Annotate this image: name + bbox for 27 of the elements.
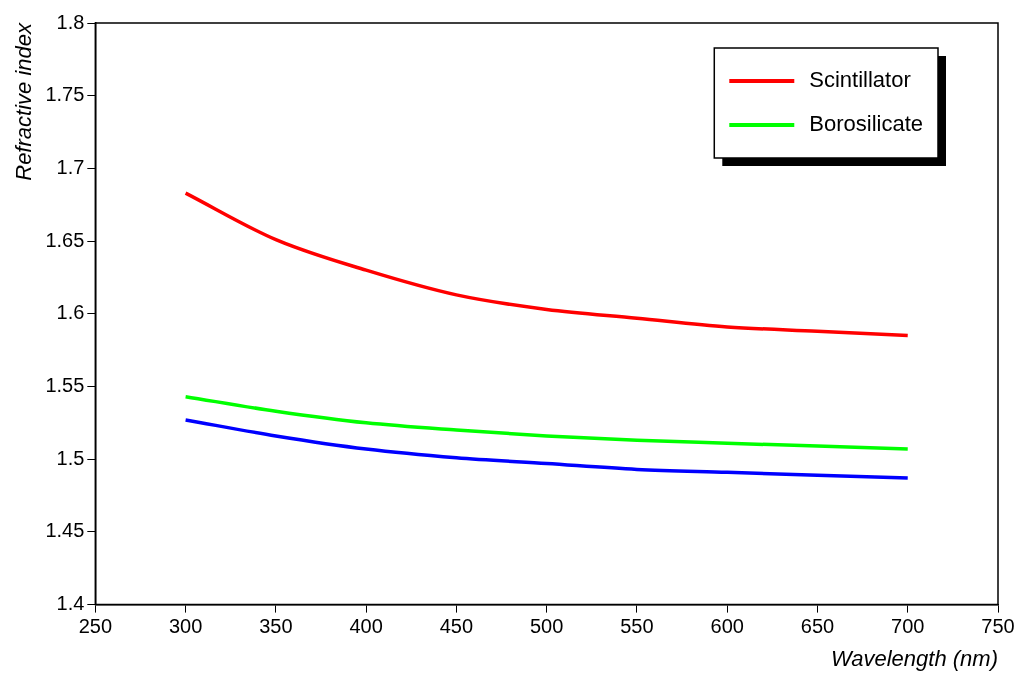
line-series bbox=[183, 418, 910, 480]
y-tick-label: 1.4 bbox=[56, 592, 85, 615]
x-tick-label: 300 bbox=[168, 615, 203, 638]
x-tick-label: 750 bbox=[981, 615, 1015, 638]
x-tick-label: 500 bbox=[529, 615, 564, 638]
x-tick-label: 450 bbox=[439, 615, 474, 638]
y-axis-title: Refractive index bbox=[11, 22, 37, 181]
legend-label: Scintillator bbox=[809, 67, 911, 93]
x-tick-label: 250 bbox=[78, 615, 113, 638]
x-tick-label: 600 bbox=[710, 615, 744, 638]
x-axis-title: Wavelength (nm) bbox=[830, 645, 998, 671]
y-tick-label: 1.5 bbox=[56, 446, 85, 469]
y-tick-label: 1.6 bbox=[56, 301, 85, 324]
x-tick-label: 350 bbox=[259, 615, 293, 638]
y-tick-label: 1.7 bbox=[56, 155, 85, 178]
line-series bbox=[183, 191, 910, 338]
x-tick-label: 700 bbox=[891, 615, 925, 638]
legend-label: Borosilicate bbox=[809, 111, 923, 137]
x-tick-label: 400 bbox=[349, 615, 383, 638]
y-tick-label: 1.45 bbox=[45, 519, 85, 542]
y-tick-label: 1.55 bbox=[45, 374, 85, 397]
y-tick-label: 1.75 bbox=[45, 83, 85, 106]
x-tick-label: 650 bbox=[800, 615, 835, 638]
y-tick-label: 1.8 bbox=[56, 10, 85, 33]
x-tick-label: 550 bbox=[620, 615, 654, 638]
line-series bbox=[183, 394, 910, 451]
y-tick-label: 1.65 bbox=[45, 228, 85, 251]
